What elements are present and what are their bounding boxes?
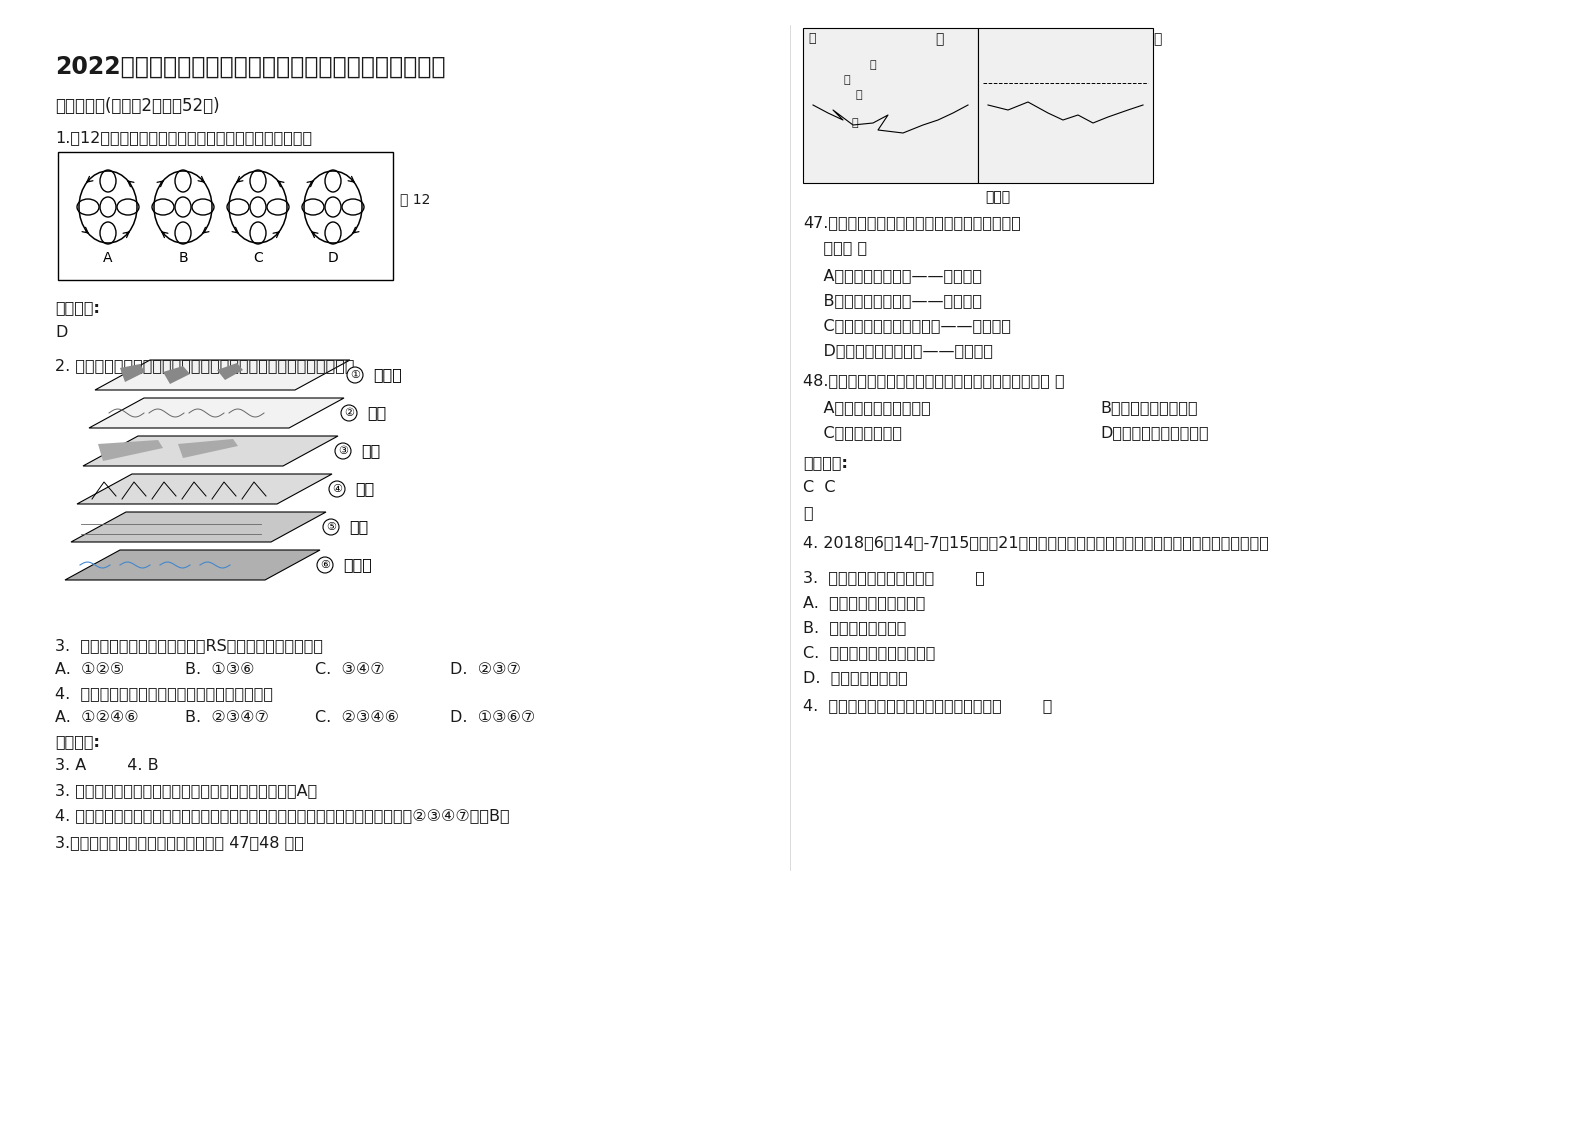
Text: C.  北京市正午太阳高度变大: C. 北京市正午太阳高度变大 <box>803 645 935 660</box>
Text: 岩层: 岩层 <box>349 519 368 534</box>
Text: B、沪宁杭工业基地——乙三角洲: B、沪宁杭工业基地——乙三角洲 <box>803 293 982 309</box>
Text: A、全国最大的侨乡之一: A、全国最大的侨乡之一 <box>803 401 930 415</box>
Text: A.  ①②④⑥: A. ①②④⑥ <box>56 710 138 725</box>
Bar <box>978 28 1154 183</box>
Text: C  C: C C <box>803 480 835 495</box>
Text: 参考答案:: 参考答案: <box>56 300 100 315</box>
Text: 4.  进行农业适宜性评价可以利用的图层组合是：: 4. 进行农业适宜性评价可以利用的图层组合是： <box>56 686 273 701</box>
Text: D.  ②③⑦: D. ②③⑦ <box>451 662 521 677</box>
Text: C、珠江三角洲轻工业基地——乙三角洲: C、珠江三角洲轻工业基地——乙三角洲 <box>803 318 1011 333</box>
Text: 2022年江苏省镇江市第二七中学高二地理模拟试卷含解析: 2022年江苏省镇江市第二七中学高二地理模拟试卷含解析 <box>56 55 446 79</box>
Text: 略: 略 <box>803 505 813 519</box>
Text: D: D <box>327 251 338 265</box>
Text: D、辽中南重工业基地——甲三角洲: D、辽中南重工业基地——甲三角洲 <box>803 343 993 358</box>
Text: 参考答案:: 参考答案: <box>56 734 100 749</box>
Text: 4.  本届世界杯足球赛期间，地球位于图中（        ）: 4. 本届世界杯足球赛期间，地球位于图中（ ） <box>803 698 1052 712</box>
Text: 4. 进行农业适宜性评价需要考虑农业自然条件如气候、土壤、地形、水源等，涉及②③④⑦，选B。: 4. 进行农业适宜性评价需要考虑农业自然条件如气候、土壤、地形、水源等，涉及②③… <box>56 808 509 824</box>
Text: 东: 东 <box>855 90 862 100</box>
Text: C.  ②③④⑥: C. ②③④⑥ <box>314 710 398 725</box>
Polygon shape <box>95 360 351 390</box>
Text: ④: ④ <box>332 484 343 494</box>
Text: 地下水: 地下水 <box>343 558 371 572</box>
Text: 黄: 黄 <box>808 33 816 45</box>
Text: 3. A        4. B: 3. A 4. B <box>56 758 159 773</box>
Text: C、矿产资源丰富: C、矿产资源丰富 <box>803 425 901 440</box>
Text: 4. 2018年6月14日-7月15日，第21届世界杯足球赛将在俄罗斯境内举行。据此回答下列问题。: 4. 2018年6月14日-7月15日，第21届世界杯足球赛将在俄罗斯境内举行。… <box>803 535 1270 550</box>
Polygon shape <box>65 550 321 580</box>
Text: A.  太阳直射点位于北半球: A. 太阳直射点位于北半球 <box>803 595 925 610</box>
Text: 3.读图十一我国两个三角洲略图，回答 47～48 题。: 3.读图十一我国两个三角洲略图，回答 47～48 题。 <box>56 835 303 850</box>
Text: B.  ②③④⑦: B. ②③④⑦ <box>186 710 268 725</box>
Text: 海: 海 <box>851 118 857 128</box>
Polygon shape <box>163 366 190 384</box>
Text: C: C <box>252 251 263 265</box>
Text: 水系: 水系 <box>367 405 386 421</box>
Text: 参考答案:: 参考答案: <box>803 456 847 470</box>
Circle shape <box>335 443 351 459</box>
Text: 海: 海 <box>870 59 876 70</box>
Text: 3.  本届世界杯足球赛期间（        ）: 3. 本届世界杯足球赛期间（ ） <box>803 570 986 585</box>
Circle shape <box>324 519 340 535</box>
Text: A、京津唐工业基地——甲三角洲: A、京津唐工业基地——甲三角洲 <box>803 268 982 283</box>
Polygon shape <box>89 398 344 427</box>
Polygon shape <box>178 439 238 458</box>
Text: ⑤: ⑤ <box>325 522 336 532</box>
Text: 图 12: 图 12 <box>400 192 430 206</box>
Text: 乙: 乙 <box>1154 33 1162 46</box>
Text: 土壤: 土壤 <box>360 443 381 459</box>
Polygon shape <box>98 440 163 461</box>
Polygon shape <box>83 436 338 466</box>
Text: C.  ③④⑦: C. ③④⑦ <box>314 662 384 677</box>
Text: 一、选择题(每小题2分，共52分): 一、选择题(每小题2分，共52分) <box>56 96 219 114</box>
Text: 南: 南 <box>843 75 849 85</box>
Text: 甲: 甲 <box>935 33 943 46</box>
Circle shape <box>317 557 333 573</box>
Bar <box>803 28 978 183</box>
Text: ①: ① <box>351 370 360 380</box>
Text: D.  ①③⑥⑦: D. ①③⑥⑦ <box>451 710 535 725</box>
Text: 居民点: 居民点 <box>373 368 402 383</box>
Text: 47.下列工业基地与其所在三角洲的组合中，正确: 47.下列工业基地与其所在三角洲的组合中，正确 <box>803 215 1020 230</box>
Text: 48.下列与珠江三角洲地区城市带发育不相关的因素是（ ）: 48.下列与珠江三角洲地区城市带发育不相关的因素是（ ） <box>803 373 1065 388</box>
Circle shape <box>348 367 363 383</box>
Text: 2. 下图为某地区地理信息系统数据库示意图。读图，完成下列各题：: 2. 下图为某地区地理信息系统数据库示意图。读图，完成下列各题： <box>56 358 354 373</box>
Circle shape <box>341 405 357 421</box>
Text: 的是（ ）: 的是（ ） <box>803 240 867 255</box>
Polygon shape <box>71 512 325 542</box>
Polygon shape <box>78 473 332 504</box>
Text: 3.  以下图层组合最适合用遥感（RS）技术获取信息的是：: 3. 以下图层组合最适合用遥感（RS）技术获取信息的是： <box>56 638 324 653</box>
Polygon shape <box>121 364 144 381</box>
Bar <box>59 151 394 280</box>
Text: A: A <box>103 251 113 265</box>
Text: D: D <box>56 325 67 340</box>
Text: ②: ② <box>344 408 354 419</box>
Text: B.  ①③⑥: B. ①③⑥ <box>186 662 254 677</box>
Text: B、国际国内经济背景: B、国际国内经济背景 <box>1100 401 1198 415</box>
Text: 3. 地表地物的感知数据获取可以使用遥感技术，据此选A。: 3. 地表地物的感知数据获取可以使用遥感技术，据此选A。 <box>56 783 317 798</box>
Text: 地形: 地形 <box>355 481 375 497</box>
Text: B: B <box>178 251 187 265</box>
Text: 图十一: 图十一 <box>986 190 1009 204</box>
Text: 1.图12为气旋、反气旋示意图，其中位于北半球的气旋是: 1.图12为气旋、反气旋示意图，其中位于北半球的气旋是 <box>56 130 313 145</box>
Text: B.  海南中学昼长变长: B. 海南中学昼长变长 <box>803 620 906 635</box>
Text: ③: ③ <box>338 447 348 456</box>
Text: D.  地球公转速度变快: D. 地球公转速度变快 <box>803 670 908 686</box>
Circle shape <box>329 481 344 497</box>
Polygon shape <box>217 364 243 380</box>
Text: A.  ①②⑤: A. ①②⑤ <box>56 662 124 677</box>
Text: D、临江面海的地理位置: D、临江面海的地理位置 <box>1100 425 1209 440</box>
Text: ⑥: ⑥ <box>321 560 330 570</box>
